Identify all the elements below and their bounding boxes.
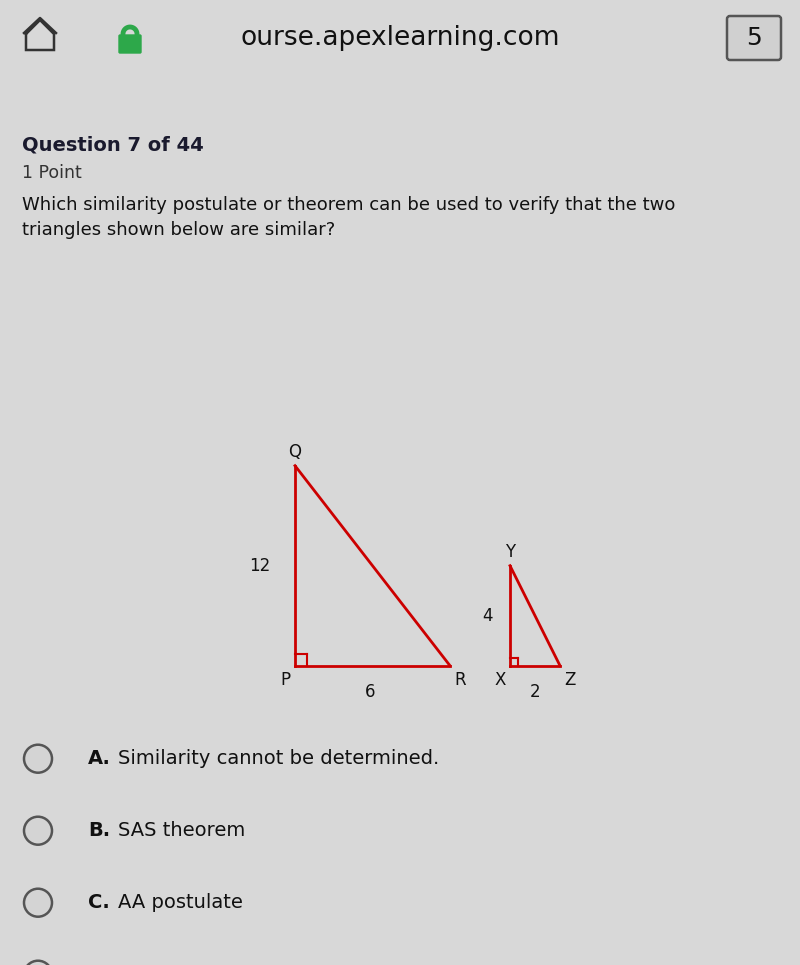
- Text: AA postulate: AA postulate: [118, 894, 243, 912]
- Circle shape: [24, 889, 52, 917]
- Text: ourse.apexlearning.com: ourse.apexlearning.com: [240, 25, 560, 51]
- Circle shape: [24, 745, 52, 773]
- Text: B.: B.: [88, 821, 110, 841]
- Text: 6: 6: [365, 682, 375, 701]
- FancyBboxPatch shape: [119, 35, 141, 53]
- Text: Question 7 of 44: Question 7 of 44: [22, 136, 204, 154]
- FancyBboxPatch shape: [727, 16, 781, 60]
- Text: Y: Y: [505, 542, 515, 561]
- Text: 4: 4: [482, 607, 493, 624]
- Text: SAS theorem: SAS theorem: [118, 821, 246, 841]
- Text: 12: 12: [249, 557, 270, 575]
- Text: C.: C.: [88, 894, 110, 912]
- Text: Which similarity postulate or theorem can be used to verify that the two: Which similarity postulate or theorem ca…: [22, 196, 675, 213]
- Text: X: X: [494, 671, 506, 689]
- Text: 2: 2: [530, 682, 540, 701]
- Text: Q: Q: [289, 443, 302, 460]
- Text: P: P: [281, 671, 291, 689]
- Text: A.: A.: [88, 749, 111, 768]
- Text: Z: Z: [564, 671, 575, 689]
- Text: triangles shown below are similar?: triangles shown below are similar?: [22, 221, 335, 238]
- Circle shape: [24, 816, 52, 844]
- Text: R: R: [454, 671, 466, 689]
- Text: Similarity cannot be determined.: Similarity cannot be determined.: [118, 749, 439, 768]
- Text: 1 Point: 1 Point: [22, 164, 82, 181]
- Circle shape: [24, 961, 52, 965]
- Text: 5: 5: [746, 26, 762, 50]
